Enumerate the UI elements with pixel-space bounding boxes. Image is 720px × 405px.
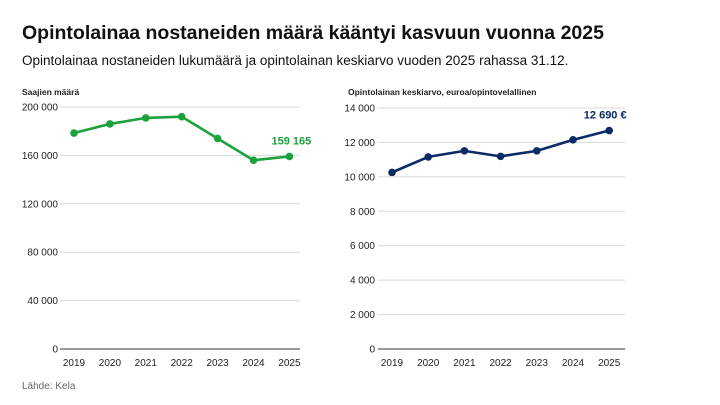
- x-tick-label: 2025: [278, 358, 301, 369]
- data-point: [213, 134, 222, 143]
- y-axis-title: Opintolainan keskiarvo, euroa/opintovela…: [348, 87, 536, 97]
- data-point: [496, 152, 505, 161]
- x-tick-label: 2019: [381, 358, 404, 369]
- data-point: [70, 129, 78, 137]
- x-tick-label: 2021: [453, 358, 476, 369]
- y-tick-label: 0: [369, 345, 375, 356]
- data-point: [249, 156, 258, 165]
- x-tick-label: 2024: [562, 358, 585, 369]
- data-point: [106, 120, 114, 128]
- x-tick-label: 2021: [135, 358, 158, 369]
- data-point: [177, 112, 186, 121]
- data-point: [460, 147, 469, 155]
- x-tick-label: 2022: [489, 358, 512, 369]
- end-value-label: 12 690 €: [584, 110, 627, 122]
- y-tick-label: 80 000: [27, 248, 58, 259]
- x-tick-label: 2024: [242, 358, 265, 369]
- data-point: [285, 152, 294, 161]
- data-point: [142, 114, 150, 122]
- y-tick-label: 6 000: [350, 241, 375, 252]
- y-tick-label: 0: [52, 345, 58, 356]
- data-point: [569, 136, 577, 144]
- source-note: Lähde: Kela: [22, 381, 76, 392]
- data-point: [605, 126, 613, 135]
- panel-recipients: Saajien määrä 0 40 000 80 000 120 000 160 000…: [22, 87, 311, 369]
- y-tick-label: 200 000: [22, 103, 59, 114]
- y-tick-label: 12 000: [344, 138, 375, 149]
- end-value-label: 159 165: [272, 135, 312, 147]
- data-point: [533, 147, 541, 155]
- data-point: [388, 168, 396, 177]
- y-tick-label: 4 000: [350, 276, 375, 287]
- y-tick-label: 8 000: [350, 207, 375, 218]
- y-tick-label: 14 000: [344, 104, 375, 115]
- x-tick-label: 2020: [99, 358, 122, 369]
- y-tick-label: 10 000: [344, 172, 375, 183]
- y-axis-title: Saajien määrä: [22, 87, 79, 97]
- chart-title: Opintolainaa nostaneiden määrä kääntyi k…: [22, 22, 604, 44]
- x-tick-label: 2019: [63, 358, 86, 369]
- series-line: [391, 129, 610, 174]
- x-tick-label: 2020: [417, 358, 440, 369]
- x-tick-label: 2025: [598, 358, 621, 369]
- data-point: [424, 153, 433, 161]
- x-tick-label: 2023: [206, 358, 229, 369]
- y-tick-label: 120 000: [22, 199, 59, 210]
- y-tick-label: 2 000: [350, 310, 375, 321]
- y-tick-label: 160 000: [22, 151, 59, 162]
- panel-average-loan: Opintolainan keskiarvo, euroa/opintovela…: [344, 87, 626, 369]
- x-tick-label: 2023: [526, 358, 549, 369]
- y-tick-label: 40 000: [27, 296, 58, 307]
- chart-subtitle: Opintolainaa nostaneiden lukumäärä ja op…: [22, 53, 568, 68]
- x-tick-label: 2022: [171, 358, 194, 369]
